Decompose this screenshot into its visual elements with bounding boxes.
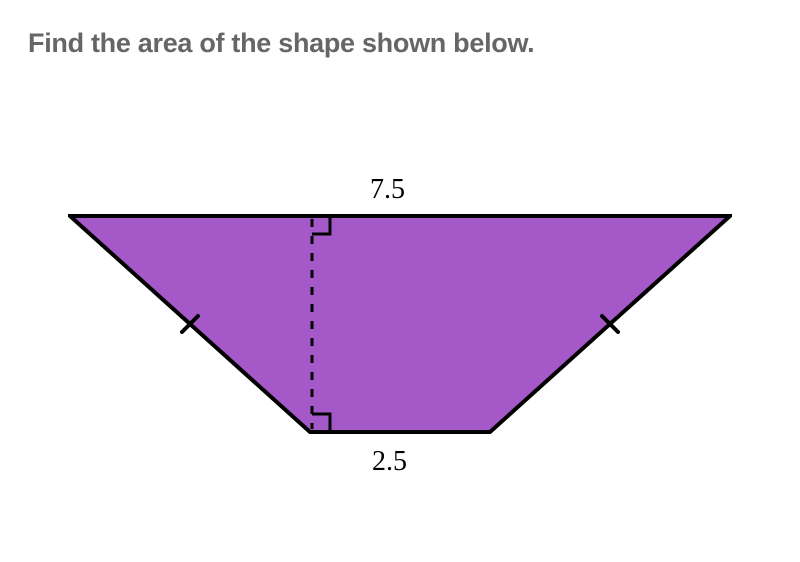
top-base-label: 7.5 [370, 174, 405, 206]
trapezoid-shape [70, 216, 730, 432]
bottom-base-label: 2.5 [372, 446, 407, 478]
question-prompt: Find the area of the shape shown below. [28, 28, 534, 59]
trapezoid-svg [68, 214, 732, 434]
figure-container: 7.5 2.5 2.5 [0, 150, 800, 530]
